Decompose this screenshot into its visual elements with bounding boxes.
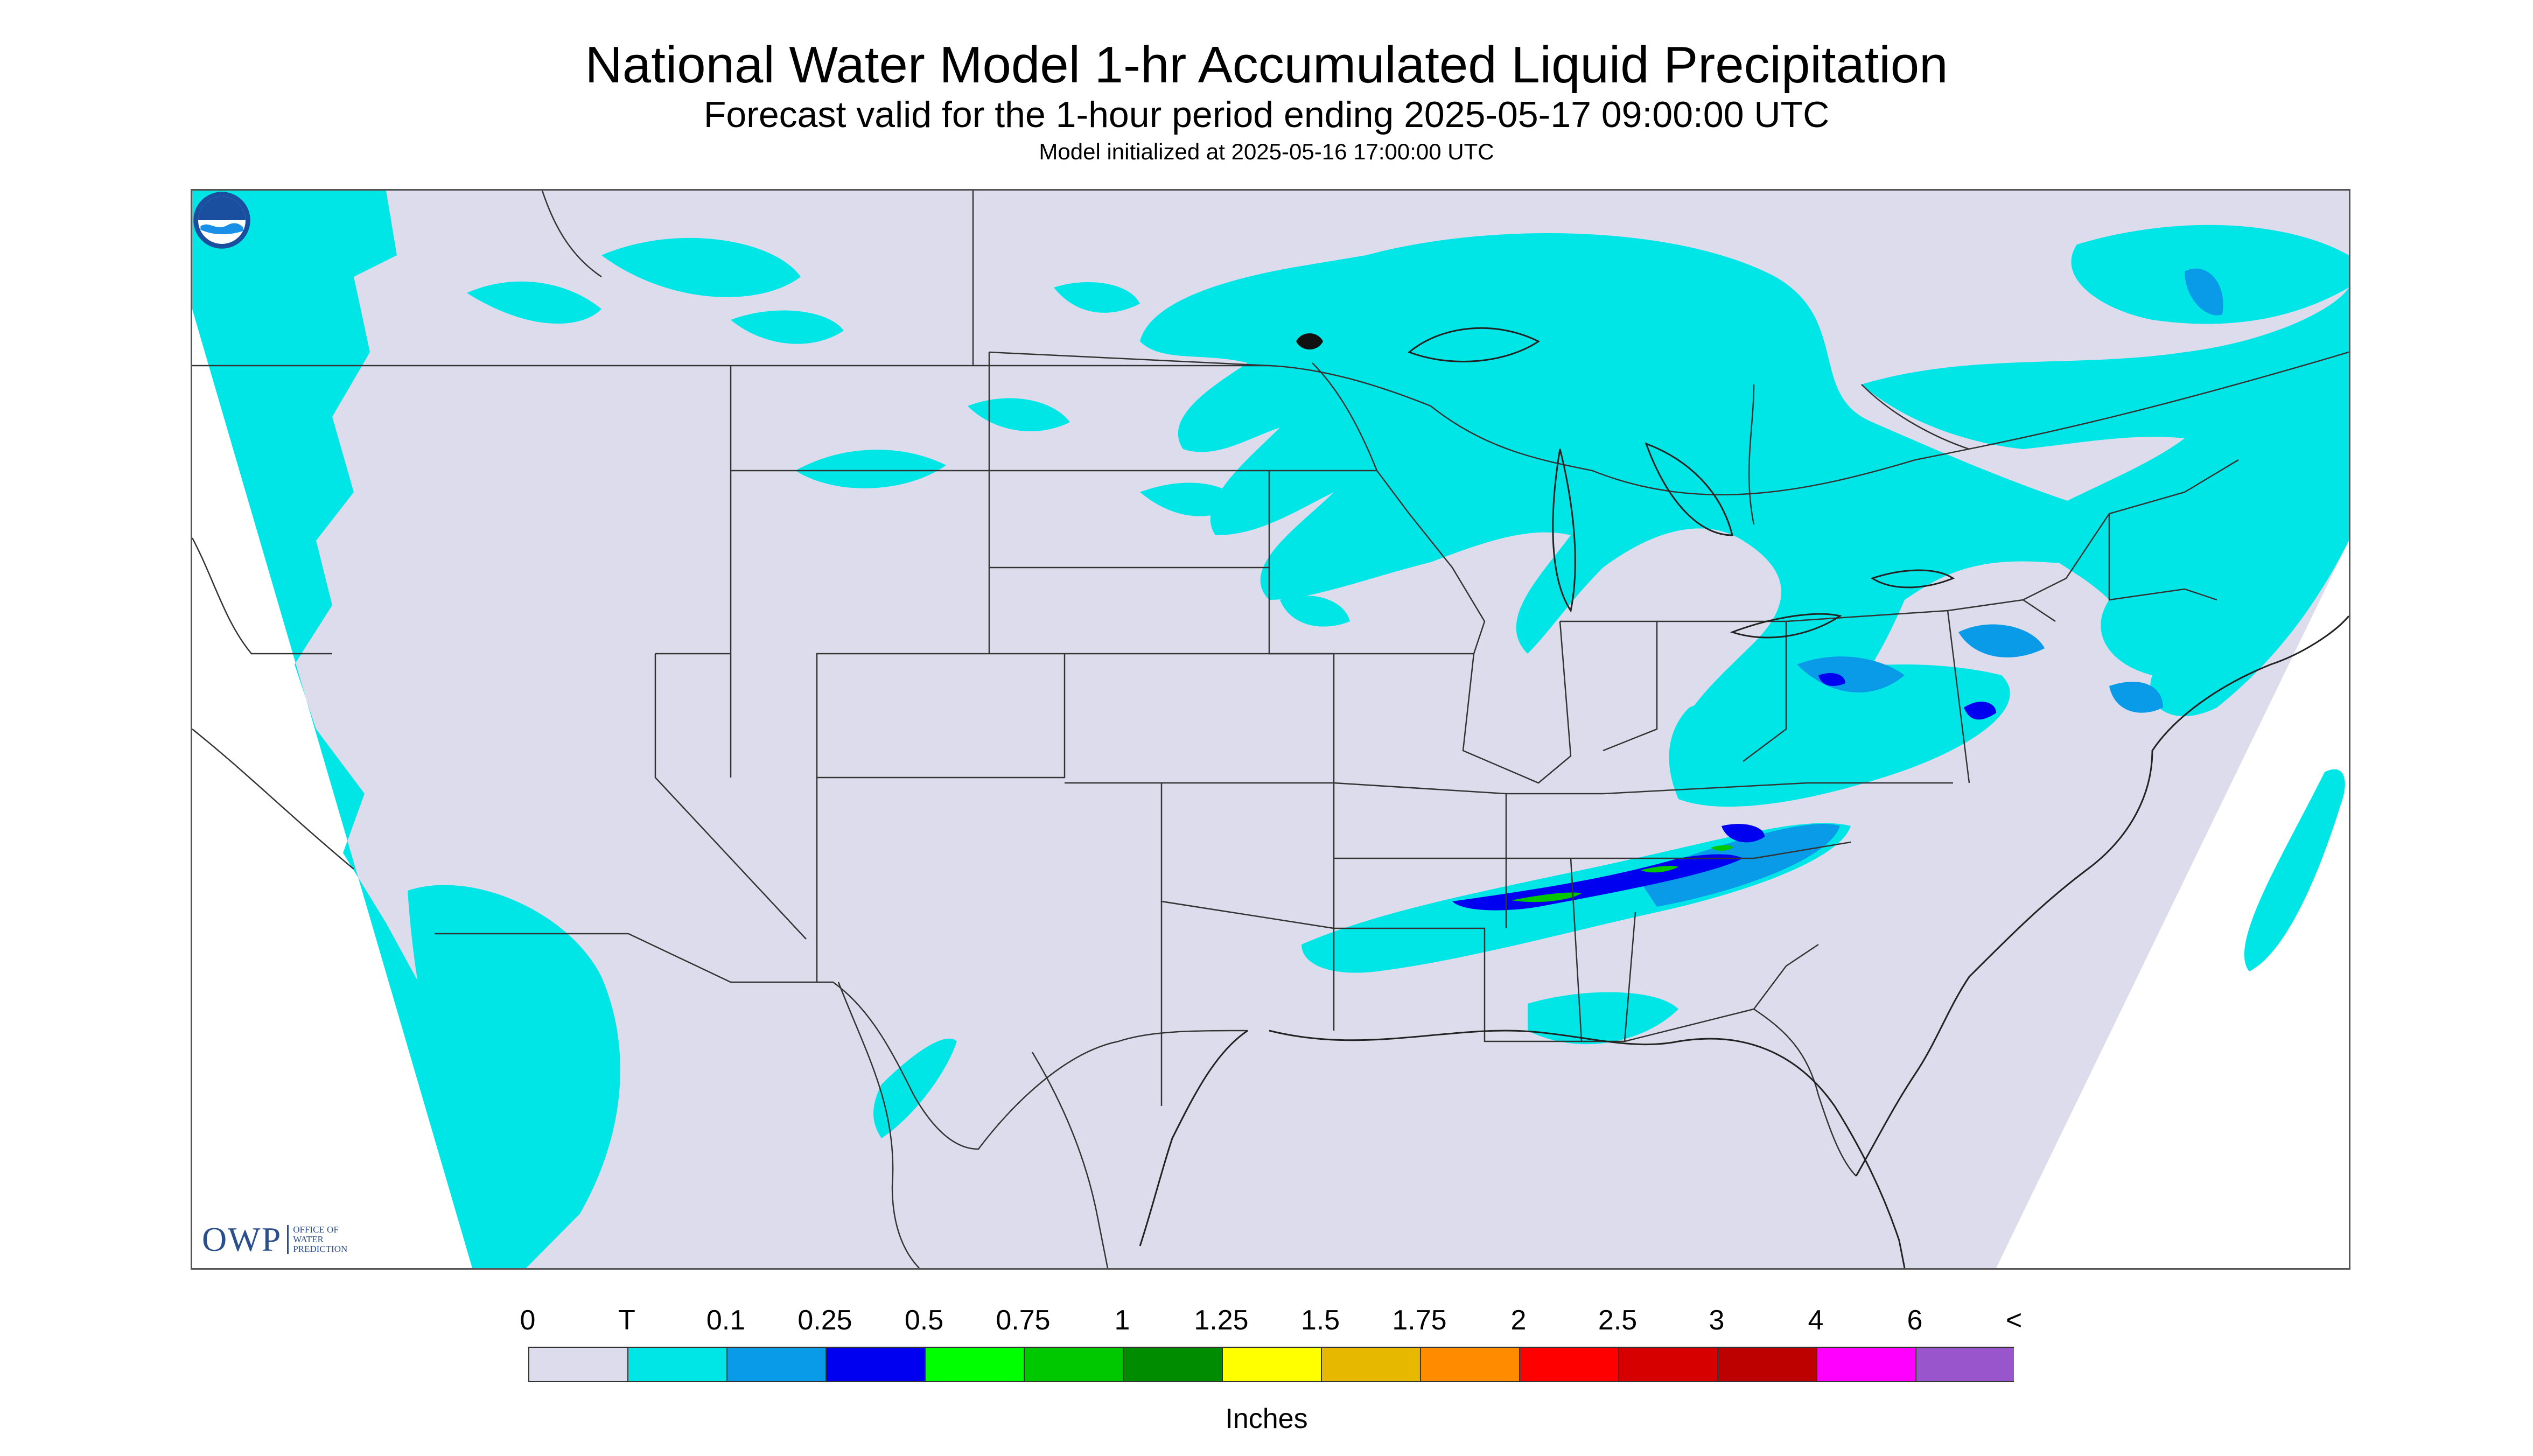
great-lakes <box>1408 327 1955 639</box>
legend-swatch <box>528 1347 628 1382</box>
legend-swatch <box>627 1347 727 1382</box>
map-title: National Water Model 1-hr Accumulated Li… <box>585 36 1948 94</box>
legend-label: < <box>2005 1305 2023 1336</box>
legend-label: 2 <box>1510 1305 1527 1336</box>
legend-swatch <box>726 1347 827 1382</box>
model-init-line: Model initialized at 2025-05-16 17:00:00… <box>1039 139 1494 164</box>
domain-mask-right <box>1996 541 2349 1268</box>
owp-logo-text: OFFICE OF WATER PREDICTION <box>287 1225 363 1254</box>
legend-swatch <box>825 1347 926 1382</box>
legend-swatch <box>1420 1347 1520 1382</box>
trace-precip-layer <box>192 191 2349 1268</box>
legend-swatch <box>1123 1347 1223 1382</box>
legend-label: 0.1 <box>706 1305 746 1336</box>
legend-swatch <box>1024 1347 1124 1382</box>
coastline <box>1139 615 2349 1268</box>
legend-label: 1.75 <box>1392 1305 1447 1336</box>
heavy-precip-layer <box>1512 845 1733 902</box>
legend-label: 0.25 <box>797 1305 852 1336</box>
legend-swatch <box>1618 1347 1718 1382</box>
legend-label: 1 <box>1114 1305 1130 1336</box>
legend-swatch <box>925 1347 1025 1382</box>
noaa-logo <box>193 192 250 249</box>
lake-of-the-woods <box>1296 333 1323 349</box>
legend-units: Inches <box>1225 1403 1308 1434</box>
legend-label: 1.25 <box>1194 1305 1249 1336</box>
domain-mask-left <box>192 191 472 1268</box>
legend-label: 6 <box>1907 1305 1923 1336</box>
legend-swatch <box>1915 1347 2014 1382</box>
precipitation-map: OWP OFFICE OF WATER PREDICTION <box>191 189 2350 1270</box>
legend-swatch <box>1816 1347 1916 1382</box>
legend-label: 1.5 <box>1300 1305 1340 1336</box>
map-canvas <box>192 191 2349 1268</box>
legend-label: 3 <box>1709 1305 1725 1336</box>
legend-label: 4 <box>1808 1305 1824 1336</box>
legend-colorbar <box>528 1347 2014 1382</box>
legend-label: 0.5 <box>904 1305 944 1336</box>
map-subtitle: Forecast valid for the 1-hour period end… <box>703 94 1830 135</box>
owp-logo: OWP OFFICE OF WATER PREDICTION <box>202 1220 363 1259</box>
boundary-lines <box>192 191 2349 1268</box>
legend-label: 0.75 <box>996 1305 1051 1336</box>
legend-label: 0 <box>520 1305 536 1336</box>
legend-swatch <box>1519 1347 1619 1382</box>
light-precip-layer <box>1635 268 2223 907</box>
legend-label: 2.5 <box>1598 1305 1638 1336</box>
owp-logo-word: OWP <box>202 1220 282 1258</box>
legend-swatch <box>1222 1347 1322 1382</box>
legend-swatch <box>1717 1347 1817 1382</box>
legend-label: T <box>618 1305 635 1336</box>
legend-swatch <box>1321 1347 1421 1382</box>
